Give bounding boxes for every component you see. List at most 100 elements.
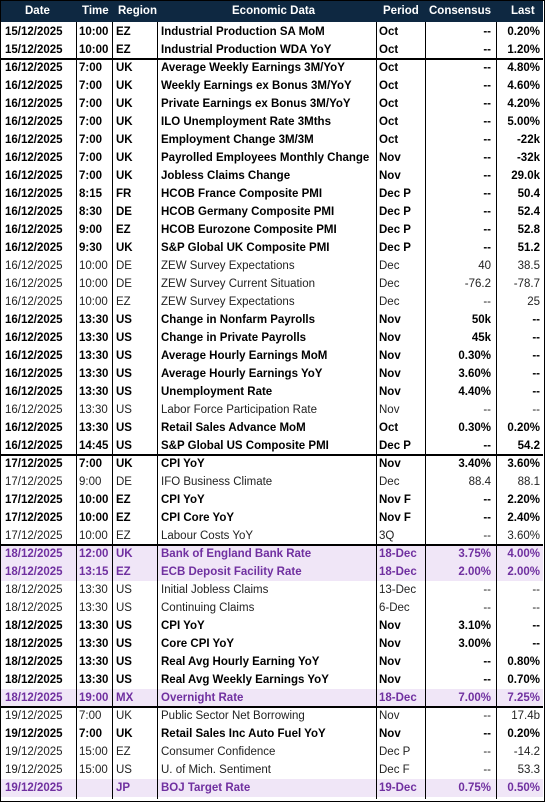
cell-last: 2.00% (507, 566, 540, 578)
cell-time: 19:00 (79, 692, 109, 704)
cell-date: 18/12/2025 (5, 548, 63, 560)
cell-last: -- (532, 314, 540, 326)
cell-date: 16/12/2025 (5, 224, 63, 236)
cell-consensus: -- (483, 98, 491, 110)
cell-economic-data: CPI YoY (161, 494, 205, 506)
table-row: 18/12/2025 13:15 EZ ECB Deposit Facility Ra… (1, 563, 543, 581)
cell-region: UK (116, 548, 133, 560)
cell-date: 16/12/2025 (5, 188, 63, 200)
table-row: 19/12/2025 15:00 EZ Consumer Confidence Dec … (1, 743, 543, 761)
table-row: 18/12/2025 13:30 US Real Avg Weekly Earning… (1, 671, 543, 689)
cell-region: DE (116, 476, 132, 488)
cell-economic-data: Labour Costs YoY (161, 530, 254, 542)
cell-economic-data: S&P Global US Composite PMI (161, 440, 329, 452)
cell-time: 7:00 (79, 458, 103, 470)
cell-last: -- (532, 602, 540, 614)
cell-consensus: -- (483, 44, 491, 56)
cell-date: 16/12/2025 (5, 134, 63, 146)
cell-date: 16/12/2025 (5, 170, 63, 182)
cell-last: 52.8 (517, 224, 540, 236)
cell-consensus: 3.00% (458, 638, 491, 650)
cell-region: JP (116, 782, 131, 794)
table-row: 16/12/2025 7:00 UK Private Earnings ex Bonu… (1, 95, 543, 113)
cell-economic-data: CPI Core YoY (161, 512, 235, 524)
cell-date: 16/12/2025 (5, 62, 63, 74)
cell-region: US (116, 674, 132, 686)
cell-region: UK (116, 134, 133, 146)
cell-time: 7:00 (79, 152, 103, 164)
cell-economic-data: ZEW Survey Expectations (161, 296, 295, 308)
cell-last: 0.20% (507, 26, 540, 38)
table-row: 18/12/2025 13:30 US Initial Jobless Claims 1… (1, 581, 543, 599)
cell-period: 13-Dec (379, 584, 417, 596)
cell-consensus: -- (483, 80, 491, 92)
cell-last: 51.2 (517, 242, 540, 254)
cell-region: EZ (116, 566, 131, 578)
cell-economic-data: Initial Jobless Claims (161, 584, 269, 596)
cell-region: US (116, 638, 132, 650)
cell-economic-data: HCOB France Composite PMI (161, 188, 323, 200)
cell-period: Oct (379, 134, 399, 146)
cell-date: 18/12/2025 (5, 584, 63, 596)
cell-economic-data: Bank of England Bank Rate (161, 548, 312, 560)
cell-last: 2.40% (507, 512, 540, 524)
cell-time: 13:30 (79, 674, 109, 686)
cell-date: 16/12/2025 (5, 422, 63, 434)
cell-consensus: -- (483, 764, 491, 776)
cell-last: -32k (516, 152, 540, 164)
cell-consensus: -- (483, 494, 491, 506)
cell-region: MX (116, 692, 134, 704)
cell-last: 0.70% (507, 674, 540, 686)
table-row: 15/12/2025 10:00 EZ Industrial Production S… (1, 23, 543, 41)
cell-last: -- (532, 638, 540, 650)
cell-period: Nov (379, 332, 401, 344)
cell-last: 7.25% (507, 692, 540, 704)
cell-last: 3.60% (507, 458, 540, 470)
table-row: 16/12/2025 7:00 UK ILO Unemployment Rate 3M… (1, 113, 543, 131)
cell-last: 5.00% (507, 116, 540, 128)
cell-region: US (116, 350, 132, 362)
cell-period: Dec (379, 260, 400, 272)
cell-date: 16/12/2025 (5, 386, 63, 398)
cell-economic-data: U. of Mich. Sentiment (161, 764, 271, 776)
table-row: 17/12/2025 9:00 DE IFO Business Climate Dec 8… (1, 473, 543, 491)
header-consensus: Consensus (429, 5, 491, 17)
cell-period: Dec (379, 296, 400, 308)
cell-time: 10:00 (79, 494, 109, 506)
cell-time: 8:30 (79, 206, 103, 218)
cell-period: 18-Dec (379, 566, 417, 578)
cell-date: 17/12/2025 (5, 494, 63, 506)
cell-last: -78.7 (513, 278, 540, 290)
cell-economic-data: Retail Sales Inc Auto Fuel YoY (161, 728, 326, 740)
cell-economic-data: Private Earnings ex Bonus 3M/YoY (161, 98, 351, 110)
cell-period: Nov (379, 314, 401, 326)
cell-region: EZ (116, 26, 131, 38)
cell-date: 18/12/2025 (5, 620, 63, 632)
cell-region: US (116, 368, 132, 380)
cell-date: 16/12/2025 (5, 278, 63, 290)
cell-consensus: -- (483, 152, 491, 164)
cell-time: 10:00 (79, 260, 108, 272)
cell-economic-data: Weekly Earnings ex Bonus 3M/YoY (161, 80, 352, 92)
table-row: 18/12/2025 12:00 UK Bank of England Bank Ra… (1, 545, 543, 563)
cell-consensus: 50k (471, 314, 491, 326)
cell-region: US (116, 620, 132, 632)
cell-region: EZ (116, 44, 131, 56)
cell-date: 16/12/2025 (5, 440, 63, 452)
cell-economic-data: Real Avg Weekly Earnings YoY (161, 674, 329, 686)
cell-time: 15:00 (79, 746, 108, 758)
day-separator (1, 58, 543, 60)
table-header: Date Time Region Economic Data Period Co… (1, 1, 543, 22)
cell-economic-data: BOJ Target Rate (161, 782, 251, 794)
cell-consensus: 0.30% (458, 350, 491, 362)
cell-date: 18/12/2025 (5, 692, 63, 704)
cell-last: -14.2 (513, 746, 540, 758)
cell-period: Dec P (379, 206, 411, 218)
table-row: 18/12/2025 13:30 US Continuing Claims 6-Dec -… (1, 599, 543, 617)
cell-region: EZ (116, 494, 131, 506)
cell-region: EZ (116, 224, 131, 236)
cell-date: 16/12/2025 (5, 314, 63, 326)
cell-region: EZ (116, 296, 131, 308)
cell-economic-data: HCOB Eurozone Composite PMI (161, 224, 337, 236)
cell-consensus: -- (483, 170, 491, 182)
